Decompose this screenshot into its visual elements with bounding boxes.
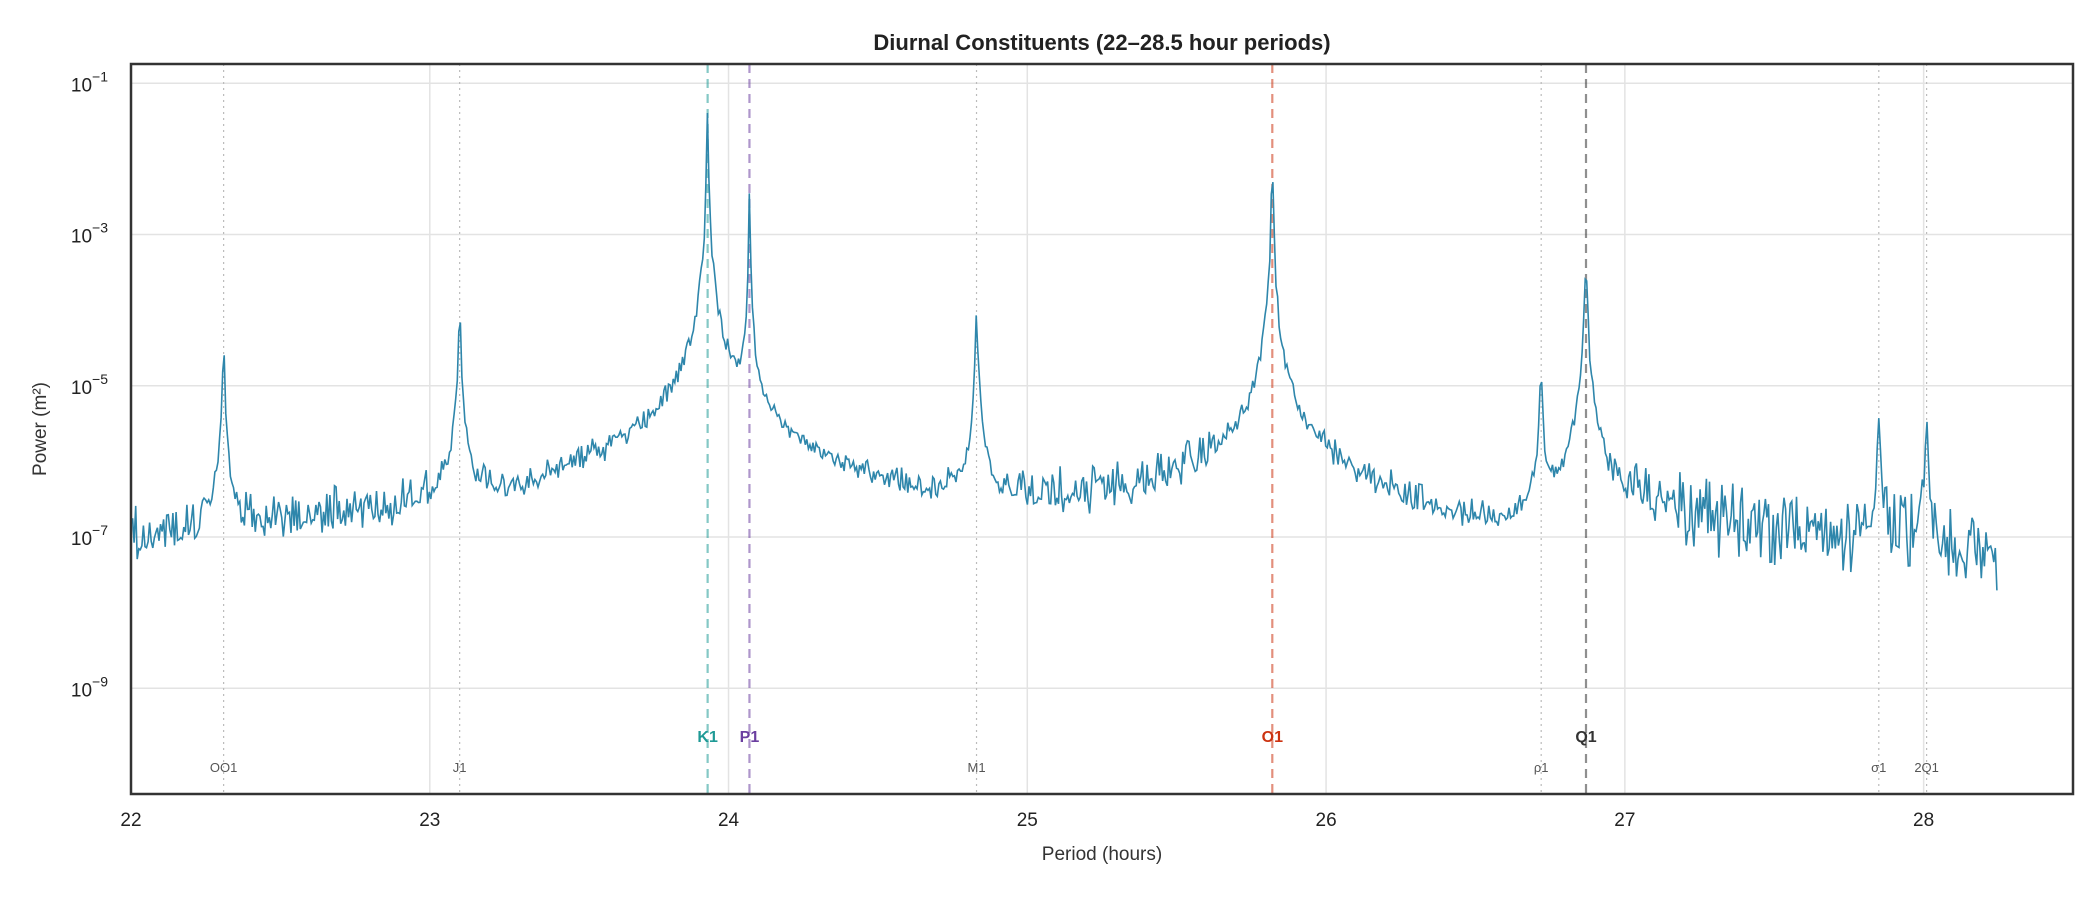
major-constituent-label: P1 xyxy=(740,729,760,746)
x-tick-label: 22 xyxy=(120,810,141,831)
major-constituent-label: O1 xyxy=(1262,729,1283,746)
minor-constituent-label: ρ1 xyxy=(1534,760,1549,775)
y-tick-label: 10−7 xyxy=(71,522,108,550)
y-axis-ticks: 10−1 10−3 10−5 10−7 10−9 xyxy=(71,68,108,701)
x-axis-label: Period (hours) xyxy=(1042,844,1162,865)
major-constituent-label: Q1 xyxy=(1575,729,1596,746)
x-tick-label: 25 xyxy=(1017,810,1038,831)
minor-constituent-label: OO1 xyxy=(210,760,237,775)
y-tick-label: 10−9 xyxy=(71,673,108,701)
major-constituent-lines xyxy=(706,64,1588,794)
minor-constituent-label: σ1 xyxy=(1871,760,1886,775)
chart-title: Diurnal Constituents (22–28.5 hour perio… xyxy=(873,30,1330,55)
minor-constituent-lines xyxy=(223,64,1928,794)
x-tick-label: 28 xyxy=(1913,810,1934,831)
x-tick-label: 27 xyxy=(1614,810,1635,831)
x-axis-ticks: 22 23 24 25 26 27 28 xyxy=(120,810,1934,831)
x-tick-label: 24 xyxy=(718,810,740,831)
x-tick-label: 26 xyxy=(1316,810,1337,831)
minor-constituent-label: J1 xyxy=(453,760,467,775)
y-tick-label: 10−3 xyxy=(71,220,108,248)
x-tick-label: 23 xyxy=(419,810,440,831)
minor-constituent-label: 2Q1 xyxy=(1914,760,1939,775)
grid xyxy=(130,64,2073,794)
power-spectrum-line xyxy=(130,112,1998,591)
y-tick-label: 10−1 xyxy=(71,68,108,96)
y-tick-label: 10−5 xyxy=(71,371,108,399)
plot-frame xyxy=(129,62,2075,796)
y-axis-label: Power (m²) xyxy=(30,382,51,476)
constituent-labels: OO1 J1 M1 ρ1 σ1 2Q1 K1 P1 O1 Q1 xyxy=(210,729,1939,775)
minor-constituent-label: M1 xyxy=(967,760,985,775)
major-constituent-label: K1 xyxy=(697,729,718,746)
